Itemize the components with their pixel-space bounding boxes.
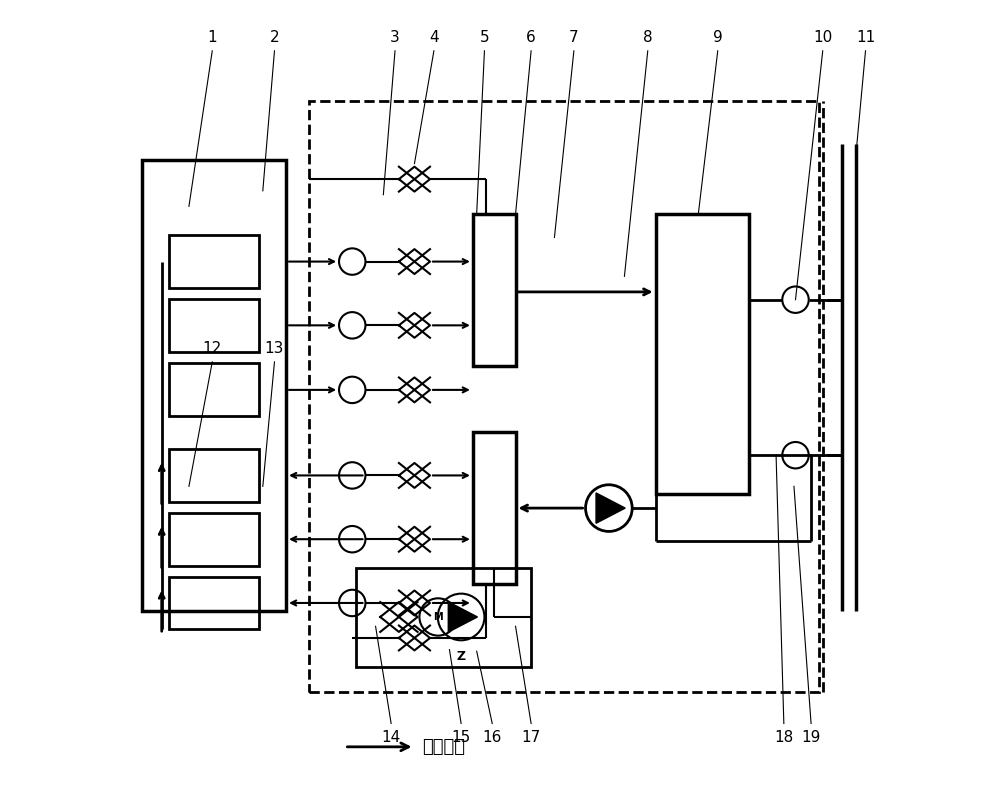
Text: 16: 16	[483, 729, 502, 744]
Text: 1: 1	[207, 30, 217, 45]
Text: 15: 15	[451, 729, 471, 744]
Text: 10: 10	[813, 30, 832, 45]
Text: 13: 13	[265, 340, 284, 356]
Polygon shape	[448, 602, 477, 632]
Text: 19: 19	[801, 729, 821, 744]
Text: 14: 14	[382, 729, 401, 744]
Text: 4: 4	[429, 30, 439, 45]
Text: 流动方向: 流动方向	[422, 738, 465, 756]
Bar	[169, 299, 259, 352]
Text: 9: 9	[713, 30, 723, 45]
Text: 7: 7	[569, 30, 579, 45]
Text: Z: Z	[457, 650, 466, 663]
Bar	[473, 432, 516, 583]
Bar	[356, 568, 531, 667]
Text: 11: 11	[856, 30, 875, 45]
Bar	[473, 214, 516, 365]
Bar	[169, 363, 259, 417]
Bar	[656, 214, 749, 494]
Text: 12: 12	[203, 340, 222, 356]
Bar	[169, 235, 259, 288]
Text: 3: 3	[390, 30, 400, 45]
Text: 18: 18	[774, 729, 793, 744]
Bar	[142, 160, 286, 611]
Text: 6: 6	[526, 30, 536, 45]
Bar	[309, 101, 819, 692]
Text: 17: 17	[521, 729, 541, 744]
Text: 5: 5	[480, 30, 489, 45]
Bar	[169, 512, 259, 566]
Bar	[169, 449, 259, 502]
Text: M: M	[433, 612, 443, 622]
Polygon shape	[596, 493, 625, 523]
Bar	[169, 576, 259, 630]
Text: 2: 2	[270, 30, 279, 45]
Text: 8: 8	[643, 30, 653, 45]
